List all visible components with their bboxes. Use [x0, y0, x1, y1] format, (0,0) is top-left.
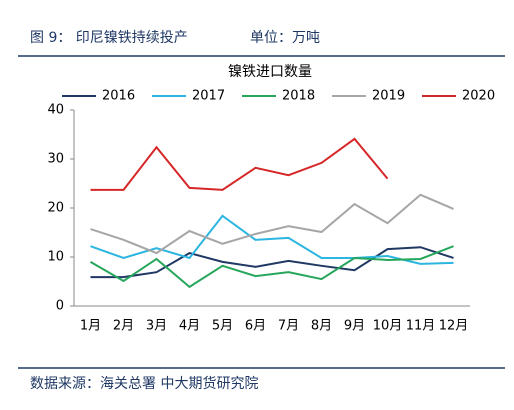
series-line — [90, 246, 454, 279]
x-tick-label: 10月 — [373, 319, 403, 334]
x-tick-label: 1月 — [80, 319, 101, 334]
legend-label: 2020 — [462, 89, 495, 104]
y-tick-label: 40 — [47, 103, 64, 118]
unit: 单位：万吨 — [250, 30, 320, 46]
figure-caption: 图 9： 印尼镍铁持续投产 — [30, 29, 188, 46]
y-tick-label: 20 — [47, 201, 64, 216]
x-tick-label: 9月 — [344, 319, 365, 334]
legend-label: 2017 — [192, 89, 225, 104]
x-tick-label: 3月 — [146, 319, 167, 334]
x-tick-label: 4月 — [179, 319, 200, 334]
legend-label: 2019 — [372, 89, 405, 104]
x-tick-label: 11月 — [406, 319, 436, 334]
x-tick-label: 12月 — [439, 319, 469, 334]
series-line — [90, 214, 454, 265]
x-tick-label: 2月 — [113, 319, 134, 334]
series-line — [90, 193, 454, 255]
y-tick-label: 10 — [47, 250, 64, 265]
series-line — [90, 137, 389, 191]
x-tick-label: 8月 — [311, 319, 332, 334]
x-tick-label: 7月 — [278, 319, 299, 334]
chart-title: 镍铁进口数量 — [228, 64, 312, 80]
series-line — [89, 245, 454, 289]
y-tick-label: 0 — [56, 299, 64, 314]
x-tick-label: 5月 — [212, 319, 233, 334]
legend-label: 2016 — [102, 89, 135, 104]
legend-label: 2018 — [282, 89, 315, 104]
y-tick-label: 30 — [47, 152, 64, 167]
x-tick-label: 6月 — [245, 319, 266, 334]
source: 数据来源：海关总署 中大期货研究院 — [30, 375, 258, 392]
